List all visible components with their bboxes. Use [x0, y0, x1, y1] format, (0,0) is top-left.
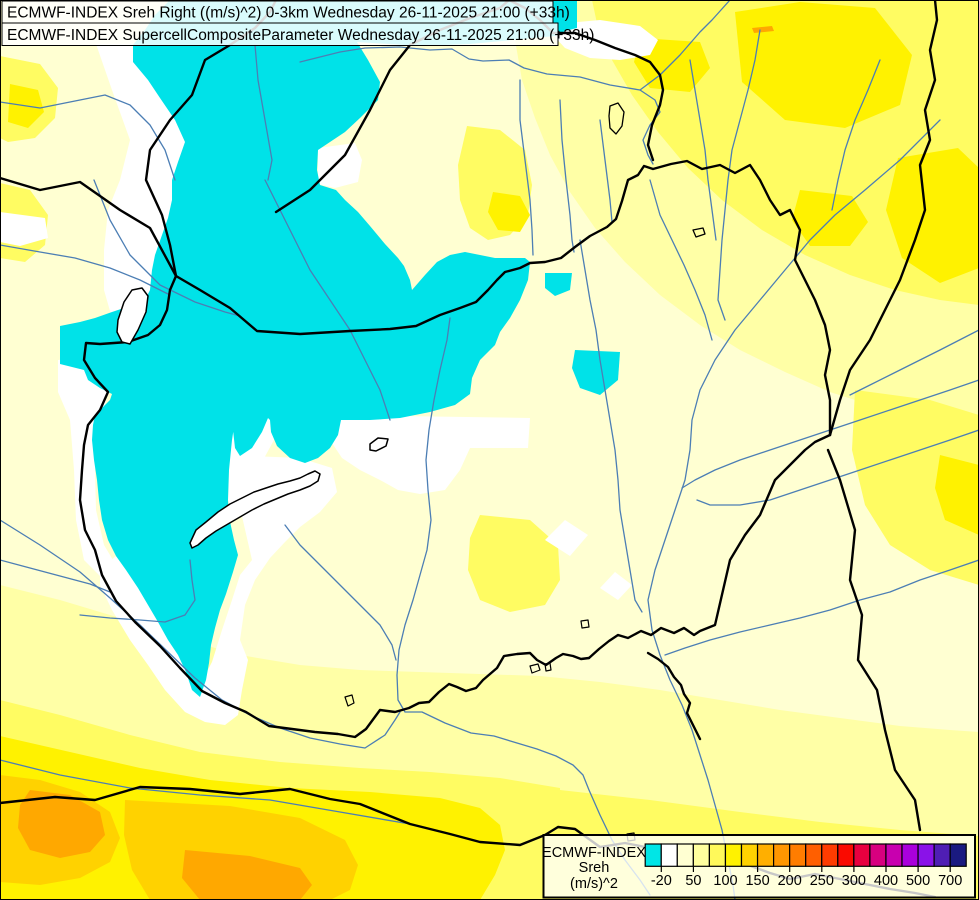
svg-text:700: 700	[938, 873, 962, 889]
svg-text:ECMWF-INDEX Sreh Right ((m/s)^: ECMWF-INDEX Sreh Right ((m/s)^2) 0-3km W…	[7, 5, 570, 22]
svg-text:200: 200	[778, 873, 802, 889]
svg-text:150: 150	[745, 873, 769, 889]
svg-text:250: 250	[810, 873, 834, 889]
svg-text:100: 100	[713, 873, 737, 889]
svg-text:-20: -20	[651, 873, 672, 889]
svg-text:400: 400	[874, 873, 898, 889]
svg-text:Sreh: Sreh	[579, 860, 610, 876]
svg-text:ECMWF-INDEX SupercellComposite: ECMWF-INDEX SupercellCompositeParameter …	[7, 27, 594, 44]
svg-text:ECMWF-INDEX: ECMWF-INDEX	[542, 845, 646, 861]
svg-text:500: 500	[906, 873, 930, 889]
svg-text:300: 300	[842, 873, 866, 889]
svg-text:50: 50	[685, 873, 701, 889]
svg-text:(m/s)^2: (m/s)^2	[570, 876, 618, 892]
